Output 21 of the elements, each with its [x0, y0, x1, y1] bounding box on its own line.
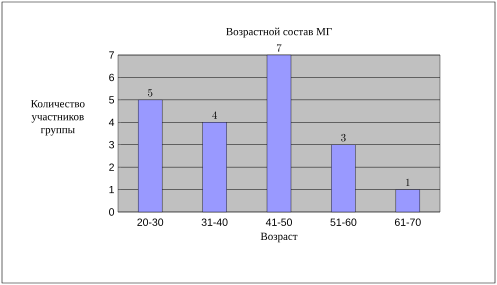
data-label: 7 — [276, 44, 282, 52]
y-tick-label: 6 — [109, 74, 114, 82]
x-tick-label: 20-30 — [137, 218, 164, 226]
x-tick-label: 51-60 — [330, 218, 356, 226]
x-tick-label: 31-40 — [202, 218, 228, 226]
chart-title: Возрастной состав МГ — [226, 28, 332, 38]
data-label: 5 — [148, 89, 152, 97]
y-tick-label: 5 — [109, 96, 114, 104]
y-tick-label: 3 — [109, 141, 114, 148]
y-tick-label: 2 — [109, 164, 114, 171]
data-label: 3 — [341, 134, 346, 142]
data-label: 1 — [406, 178, 410, 186]
y-tick-label: 0 — [109, 208, 114, 216]
x-tick-label: 61-70 — [394, 218, 421, 226]
data-label: 4 — [212, 111, 218, 119]
y-tick-label: 4 — [108, 118, 114, 126]
y-axis-title: Количество участников группы — [30, 100, 85, 136]
x-tick-label: 41-50 — [266, 218, 292, 226]
y-tick-label: 7 — [109, 51, 114, 59]
x-axis-title: Возраст — [260, 232, 298, 242]
y-tick-label: 1 — [109, 186, 114, 194]
